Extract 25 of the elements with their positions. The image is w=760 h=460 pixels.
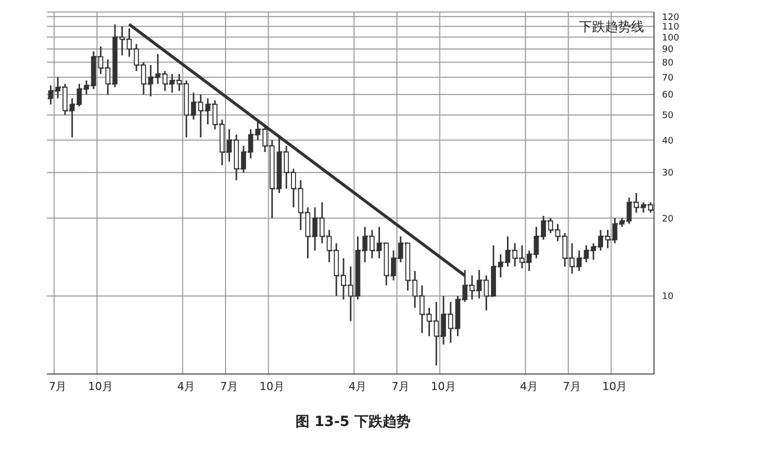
x-tick-label: 10月 [88, 380, 114, 393]
y-tick-label: 110 [662, 22, 680, 33]
x-tick-label: 7月 [391, 380, 410, 393]
y-tick-label: 70 [662, 73, 674, 84]
y-tick-label: 100 [662, 33, 680, 44]
y-tick-label: 60 [662, 90, 674, 101]
x-tick-label: 10月 [602, 380, 628, 393]
x-tick-label: 7月 [48, 380, 67, 393]
x-tick-label: 10月 [259, 380, 284, 393]
y-tick-label: 40 [662, 136, 674, 146]
y-tick-label: 50 [662, 111, 674, 122]
x-tick-label: 10月 [430, 380, 456, 393]
y-tick-label: 80 [662, 58, 674, 68]
y-tick-label: 90 [662, 45, 674, 56]
x-tick-label: 7月 [562, 380, 581, 393]
x-tick-label: 4月 [177, 380, 196, 393]
x-tick-label: 4月 [520, 380, 538, 393]
y-tick-label: 30 [662, 168, 674, 179]
y-tick-label: 20 [662, 214, 674, 224]
y-tick-label: 10 [662, 292, 674, 302]
annotation: 下跌趋势线 [578, 19, 644, 36]
x-tick-label: 4月 [348, 380, 367, 393]
text: 图 13-5 下跌趋势 [294, 413, 412, 431]
y-tick-label: 120 [662, 12, 680, 23]
x-tick-label: 7月 [220, 380, 238, 393]
